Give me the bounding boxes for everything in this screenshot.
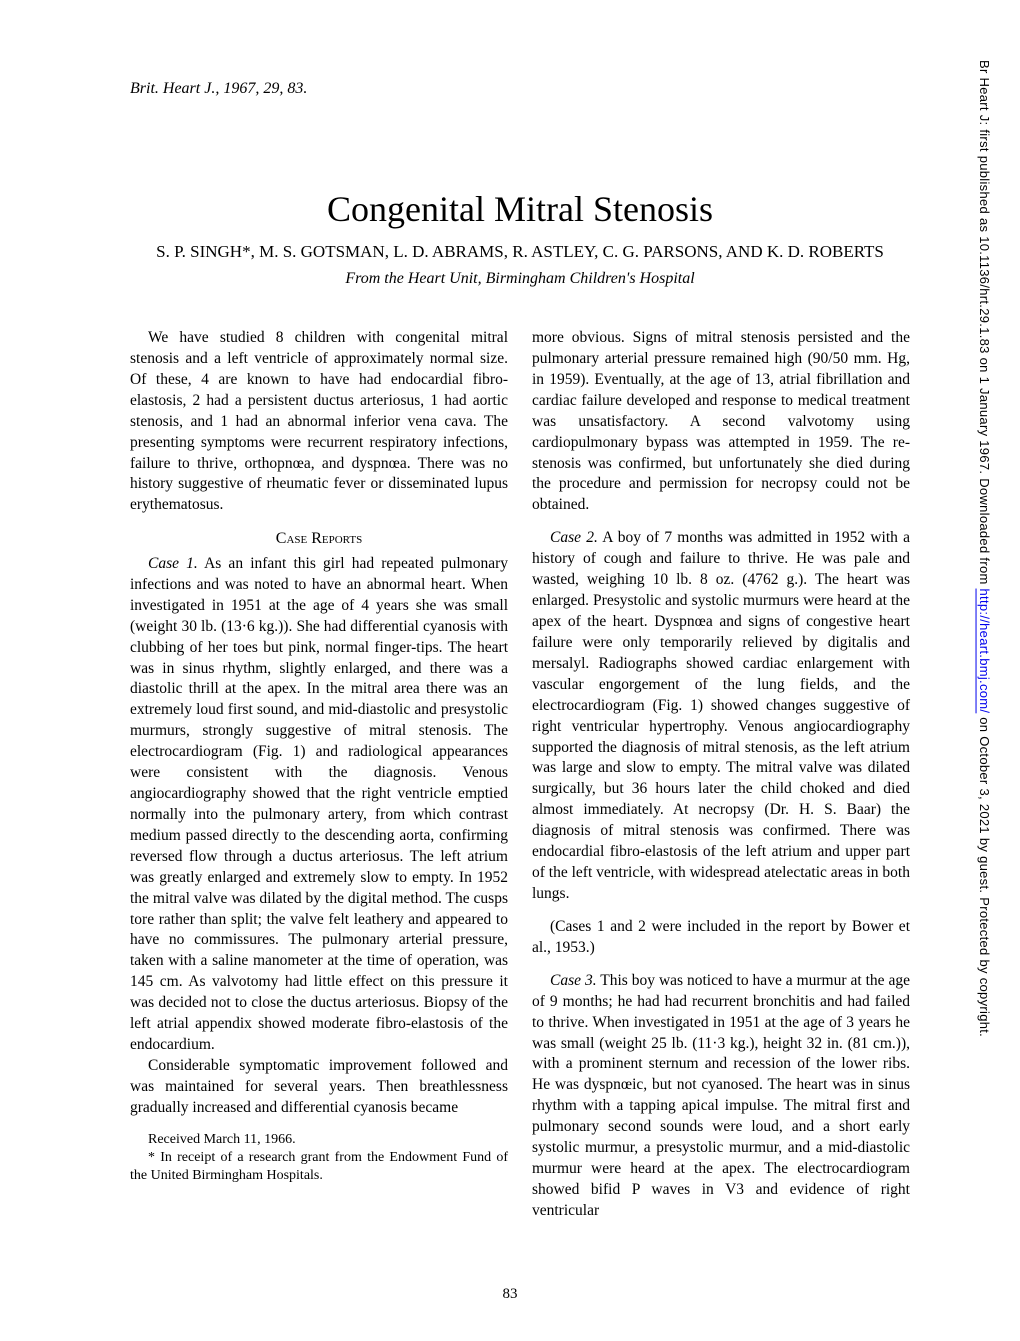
cases-note: (Cases 1 and 2 were included in the repo… bbox=[532, 917, 910, 959]
col2-continuation: more obvious. Signs of mitral stenosis p… bbox=[532, 328, 910, 516]
intro-paragraph: We have studied 8 children with congenit… bbox=[130, 328, 508, 516]
case-3-label: Case 3. bbox=[550, 972, 597, 989]
case-2-label: Case 2. bbox=[550, 529, 598, 546]
case-1-continuation: Considerable symptomatic improvement fol… bbox=[130, 1056, 508, 1119]
right-column: more obvious. Signs of mitral stenosis p… bbox=[532, 328, 910, 1222]
copyright-sidebar: Br Heart J: first published as 10.1136/h… bbox=[977, 60, 992, 1300]
footnote-received: Received March 11, 1966. bbox=[130, 1131, 508, 1149]
case-1-paragraph: Case 1. As an infant this girl had repea… bbox=[130, 554, 508, 1056]
content-columns: We have studied 8 children with congenit… bbox=[130, 328, 910, 1222]
authors-list: S. P. SINGH*, M. S. GOTSMAN, L. D. ABRAM… bbox=[130, 242, 910, 262]
article-title: Congenital Mitral Stenosis bbox=[130, 188, 910, 230]
case-1-label: Case 1. bbox=[148, 555, 198, 572]
case-3-paragraph: Case 3. This boy was noticed to have a m… bbox=[532, 971, 910, 1222]
page-number: 83 bbox=[503, 1286, 518, 1303]
sidebar-suffix: on October 3, 2021 by guest. Protected b… bbox=[977, 713, 992, 1037]
journal-reference: Brit. Heart J., 1967, 29, 83. bbox=[130, 80, 910, 98]
case-2-paragraph: Case 2. A boy of 7 months was admitted i… bbox=[532, 528, 910, 905]
case-3-text: This boy was noticed to have a murmur at… bbox=[532, 972, 910, 1219]
case-reports-heading: Case Reports bbox=[130, 528, 508, 550]
affiliation: From the Heart Unit, Birmingham Children… bbox=[130, 270, 910, 288]
sidebar-link[interactable]: http://heart.bmj.com/ bbox=[977, 589, 992, 714]
footnote-grant: * In receipt of a research grant from th… bbox=[130, 1149, 508, 1185]
footnotes: Received March 11, 1966. * In receipt of… bbox=[130, 1131, 508, 1186]
sidebar-prefix: Br Heart J: first published as 10.1136/h… bbox=[977, 60, 992, 589]
case-1-text: As an infant this girl had repeated pulm… bbox=[130, 555, 508, 1053]
left-column: We have studied 8 children with congenit… bbox=[130, 328, 508, 1222]
case-2-text: A boy of 7 months was admitted in 1952 w… bbox=[532, 529, 910, 902]
